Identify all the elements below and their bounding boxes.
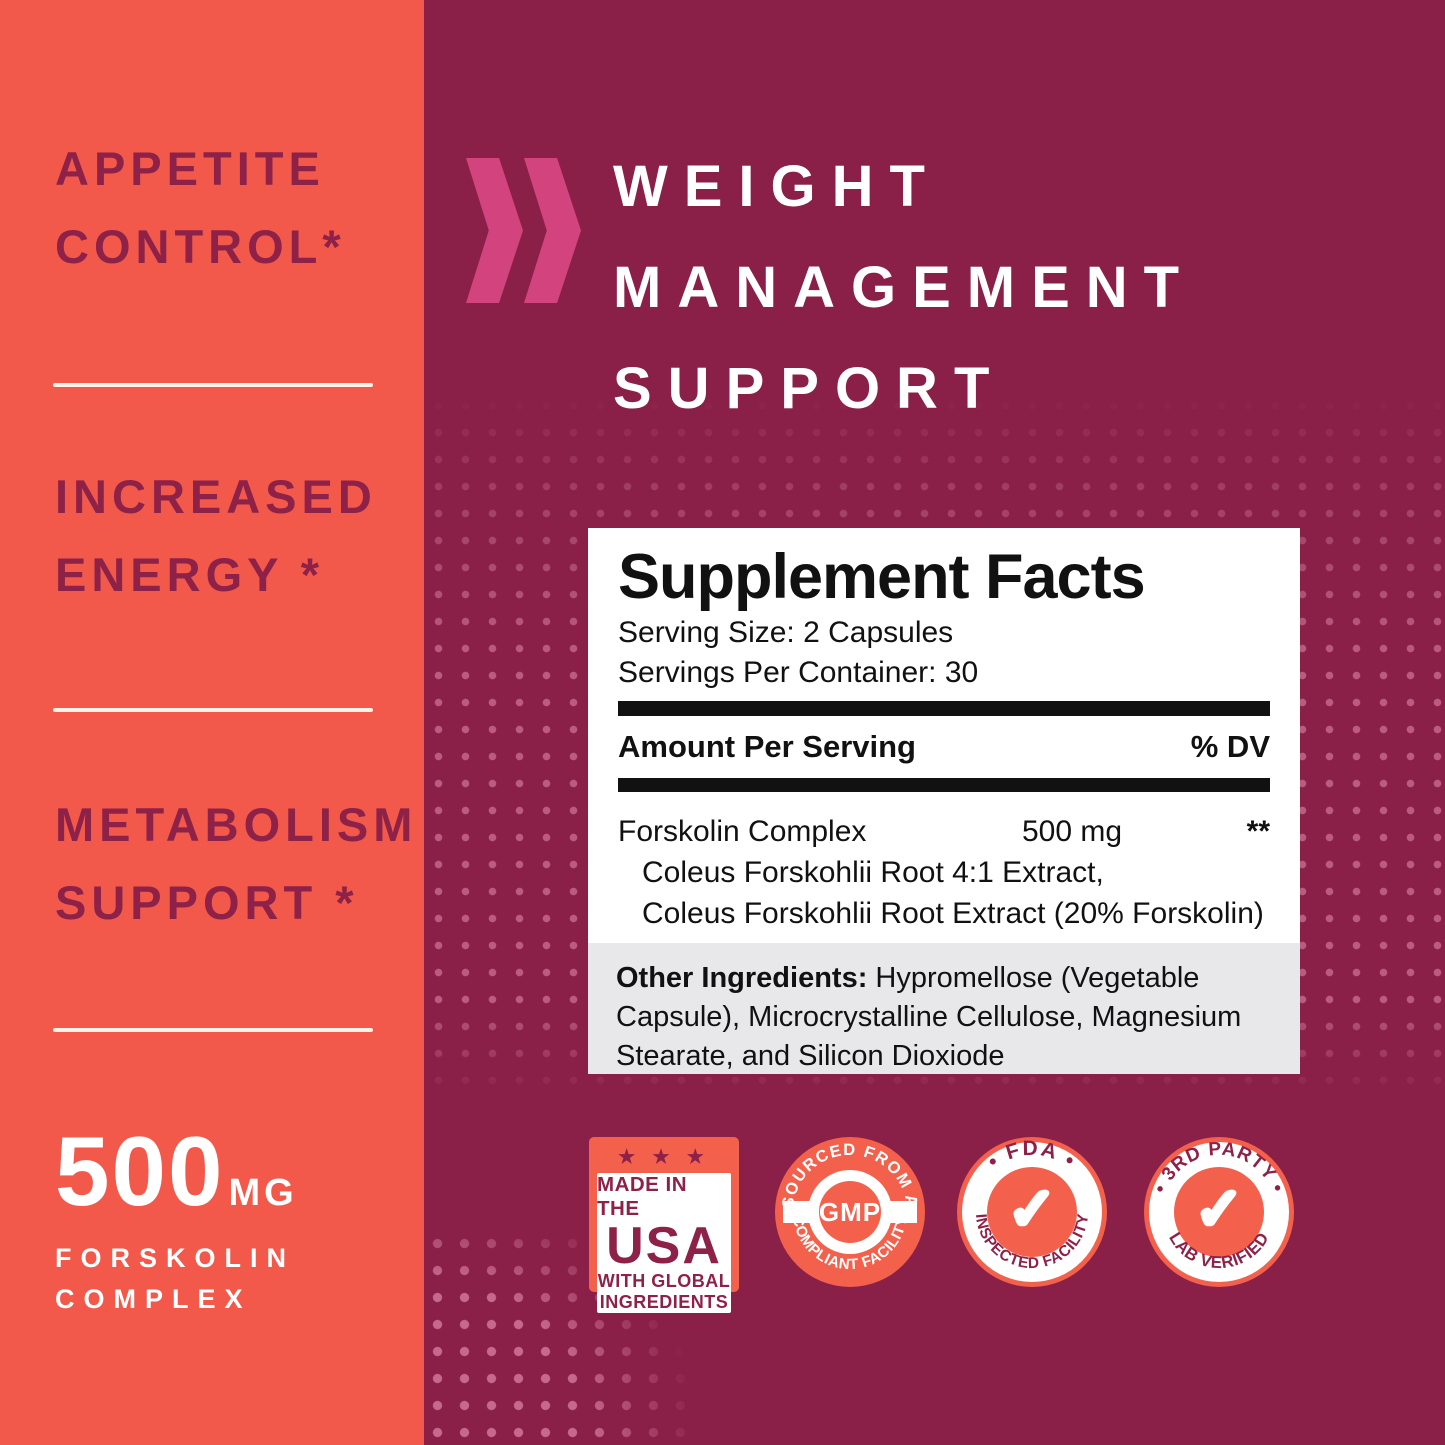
gmp-center-label: GMP	[818, 1197, 882, 1227]
check-icon: ✓	[1193, 1175, 1246, 1244]
title-line: WEIGHT	[613, 154, 941, 219]
facts-header-row: Amount Per Serving % DV	[618, 716, 1270, 778]
other-ingredients-box: Other Ingredients: Hypromellose (Vegetab…	[588, 943, 1300, 1074]
separator-bar	[618, 777, 1270, 792]
benefits-sidebar: APPETITE CONTROL* INCREASED ENERGY * MET…	[0, 0, 424, 1445]
ingredient-name: Forskolin Complex	[618, 814, 867, 848]
benefit-metabolism-support: METABOLISM SUPPORT *	[55, 786, 417, 942]
other-ingredients-label: Other Ingredients:	[616, 962, 868, 994]
ingredient-dv: **	[1246, 814, 1270, 848]
ingredient-amount: 500 mg	[1022, 814, 1123, 848]
badge-made-in-usa: ★ ★ ★ MADE IN THE USA WITH GLOBAL INGRED…	[589, 1137, 739, 1313]
dosage-callout: 500 MG FORSKOLIN COMPLEX	[55, 1122, 298, 1320]
fda-seal-graphic: • FDA • INSPECTED FACILITY	[957, 1137, 1107, 1287]
benefit-line: ENERGY *	[55, 548, 324, 601]
check-icon: ✓	[1006, 1175, 1059, 1244]
dosage-amount: 500	[55, 1116, 225, 1226]
badge-gmp-compliant: SOURCED FROM A COMPLIANT FACILITY GMP	[775, 1137, 925, 1287]
third-party-seal-graphic: • 3RD PARTY • LAB VERIFIED	[1144, 1137, 1294, 1287]
title-line: MANAGEMENT	[613, 255, 1196, 320]
dosage-name: FORSKOLIN COMPLEX	[55, 1243, 295, 1314]
divider	[53, 383, 373, 387]
dv-header-label: % DV	[1190, 728, 1270, 764]
chevron-right-icon	[524, 158, 581, 303]
benefit-line: SUPPORT *	[55, 876, 359, 929]
benefit-increased-energy: INCREASED ENERGY *	[55, 458, 377, 614]
benefit-line: METABOLISM	[55, 798, 418, 851]
gmp-seal-graphic: SOURCED FROM A COMPLIANT FACILITY	[775, 1137, 925, 1287]
badge-fda-inspected: • FDA • INSPECTED FACILITY ✓	[957, 1137, 1107, 1287]
servings-per-container: Servings Per Container: 30	[618, 655, 979, 689]
other-ingredients-text: Hypromellose (Vegetable Capsule), Microc…	[616, 962, 1242, 1072]
badge-third-party-verified: • 3RD PARTY • LAB VERIFIED ✓	[1144, 1137, 1294, 1287]
ingredient-subline: Coleus Forskohlii Root Extract (20% Fors…	[642, 896, 1264, 930]
usa-badge-text: MADE IN THE USA WITH GLOBAL INGREDIENTS	[597, 1173, 731, 1313]
chevron-right-icon	[466, 158, 523, 303]
ingredient-row: Forskolin Complex 500 mg **	[618, 812, 1270, 852]
divider	[53, 708, 373, 712]
serving-size: Serving Size: 2 Capsules	[618, 615, 954, 649]
stars-icon: ★ ★ ★	[618, 1147, 710, 1168]
benefit-line: APPETITE	[55, 142, 325, 195]
benefit-line: CONTROL*	[55, 220, 346, 273]
dosage-row: 500 MG	[55, 1122, 298, 1220]
facts-title: Supplement Facts	[618, 542, 1146, 612]
supplement-facts-panel: Supplement Facts Serving Size: 2 Capsule…	[588, 528, 1300, 1074]
separator-bar	[618, 700, 1270, 716]
divider	[53, 1028, 373, 1032]
benefit-appetite-control: APPETITE CONTROL*	[55, 130, 346, 286]
amount-per-serving-label: Amount Per Serving	[618, 728, 916, 764]
ingredient-subline: Coleus Forskohlii Root 4:1 Extract,	[642, 855, 1104, 889]
title-line: SUPPORT	[613, 356, 1006, 421]
dosage-unit: MG	[228, 1172, 298, 1214]
benefit-line: INCREASED	[55, 470, 377, 523]
page-title: WEIGHT MANAGEMENT SUPPORT	[613, 136, 1195, 439]
